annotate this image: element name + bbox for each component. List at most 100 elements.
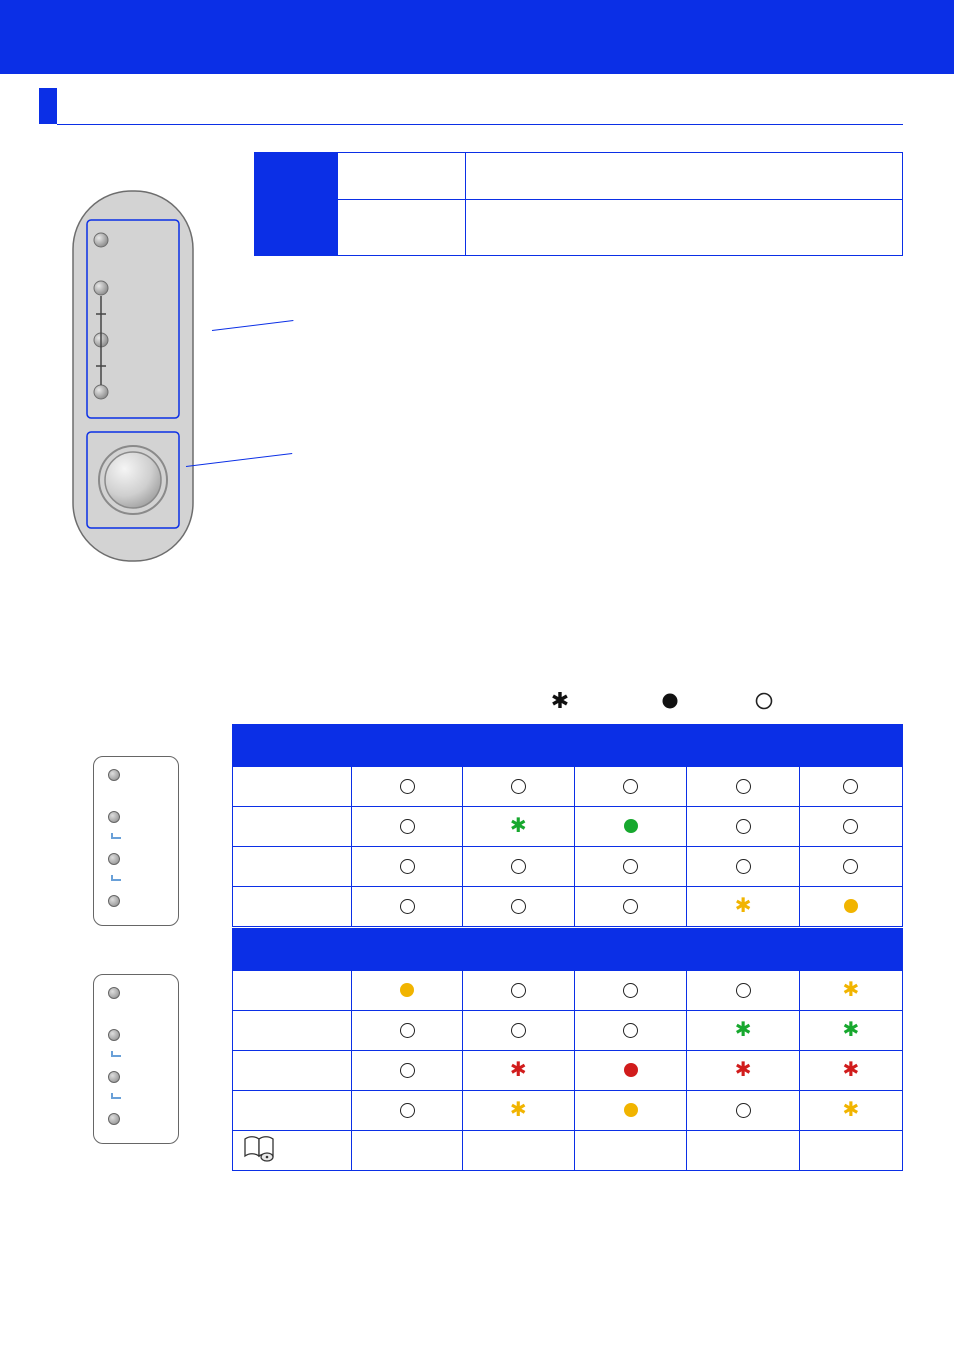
- callout-line-2: [186, 453, 292, 467]
- column-header: [352, 725, 462, 767]
- row-label-cell: [233, 767, 352, 807]
- legend-star-icon: ✱: [551, 690, 569, 713]
- row-label-cell: [233, 1131, 352, 1171]
- table-cell: [465, 153, 902, 200]
- table-row: ✱✱: [233, 1091, 903, 1131]
- table-row: [233, 847, 903, 887]
- led-icon: [108, 1029, 120, 1041]
- led-panel-diagram-a: [93, 756, 179, 926]
- status-cell: [799, 807, 902, 847]
- row-label-cell: [233, 1011, 352, 1051]
- led-icon: [108, 1113, 120, 1125]
- status-cell: [575, 1051, 687, 1091]
- open-circle-icon: [511, 859, 526, 874]
- led-icon: [108, 769, 120, 781]
- star-burst-icon: ✱: [843, 1103, 860, 1117]
- status-cell: [575, 807, 687, 847]
- open-circle-icon: [511, 983, 526, 998]
- status-cell: [462, 1011, 574, 1051]
- status-cell: [687, 847, 799, 887]
- table-row: ✱ ✱ ✱: [233, 1051, 903, 1091]
- star-burst-icon: ✱: [735, 899, 752, 913]
- star-burst-icon: ✱: [510, 1103, 527, 1117]
- status-cell: [352, 971, 462, 1011]
- open-circle-icon: [623, 859, 638, 874]
- status-cell: [575, 847, 687, 887]
- table-header-row: [233, 725, 903, 767]
- star-burst-icon: ✱: [843, 1063, 860, 1077]
- status-cell: [352, 767, 462, 807]
- solid-circle-icon: [624, 819, 638, 833]
- column-header: [575, 725, 687, 767]
- table-row: [255, 200, 903, 256]
- table-row: ✱: [233, 971, 903, 1011]
- callout-line-1: [212, 320, 294, 331]
- open-circle-icon: [400, 779, 415, 794]
- status-cell: [352, 807, 462, 847]
- open-circle-icon: [511, 1023, 526, 1038]
- table-row: [233, 767, 903, 807]
- table-row: [255, 153, 903, 200]
- row-label-cell: [233, 1091, 352, 1131]
- status-cell: [687, 767, 799, 807]
- status-cell: [687, 1091, 799, 1131]
- status-cell: [687, 971, 799, 1011]
- open-circle-icon: [736, 1103, 751, 1118]
- open-circle-icon: [400, 1023, 415, 1038]
- status-cell: [352, 887, 462, 927]
- status-cell: [575, 887, 687, 927]
- status-indicator-table-b: ✱✱✱✱✱✱✱✱: [232, 928, 903, 1171]
- led-icon: [108, 853, 120, 865]
- column-header: [462, 929, 574, 971]
- column-header: [799, 725, 902, 767]
- open-circle-icon: [736, 779, 751, 794]
- led-panel-diagram-b: [93, 974, 179, 1144]
- open-circle-icon: [736, 983, 751, 998]
- column-header: [462, 725, 574, 767]
- solid-circle-icon: [624, 1063, 638, 1077]
- row-label-cell: [233, 807, 352, 847]
- star-burst-icon: ✱: [843, 1023, 860, 1037]
- status-cell: [462, 887, 574, 927]
- status-cell: [352, 1131, 462, 1171]
- status-cell: ✱: [687, 887, 799, 927]
- table-cell: [337, 200, 465, 256]
- open-circle-icon: [511, 779, 526, 794]
- tick-icon: [111, 1093, 121, 1099]
- summary-table: [254, 152, 903, 256]
- status-cell: [352, 1091, 462, 1131]
- status-cell: ✱: [799, 971, 902, 1011]
- status-cell: ✱: [462, 1051, 574, 1091]
- row-label-cell: [233, 887, 352, 927]
- row-label-cell: [233, 971, 352, 1011]
- legend-open-icon: [757, 694, 772, 709]
- table-cell: [465, 200, 902, 256]
- status-cell: [799, 847, 902, 887]
- status-cell: [352, 1011, 462, 1051]
- open-circle-icon: [623, 899, 638, 914]
- row-label-cell: [233, 847, 352, 887]
- open-circle-icon: [843, 859, 858, 874]
- page-header-band: [0, 0, 954, 74]
- status-cell: [462, 767, 574, 807]
- star-burst-icon: ✱: [735, 1023, 752, 1037]
- led-icon: [108, 895, 120, 907]
- led-icon: [108, 987, 120, 999]
- open-circle-icon: [843, 779, 858, 794]
- column-header: [352, 929, 462, 971]
- tick-icon: [111, 1051, 121, 1057]
- table-header-row: [233, 929, 903, 971]
- device-diagram: [70, 188, 196, 564]
- status-indicator-table-a: ✱✱: [232, 724, 903, 927]
- status-cell: [352, 1051, 462, 1091]
- column-header: [799, 929, 902, 971]
- open-circle-icon: [400, 1103, 415, 1118]
- star-burst-icon: ✱: [843, 983, 860, 997]
- row-label-cell: [233, 1051, 352, 1091]
- status-cell: [575, 1011, 687, 1051]
- legend-solid-icon: [663, 694, 678, 709]
- status-cell: ✱: [687, 1051, 799, 1091]
- star-burst-icon: ✱: [735, 1063, 752, 1077]
- status-cell: [462, 847, 574, 887]
- table-cell: [337, 153, 465, 200]
